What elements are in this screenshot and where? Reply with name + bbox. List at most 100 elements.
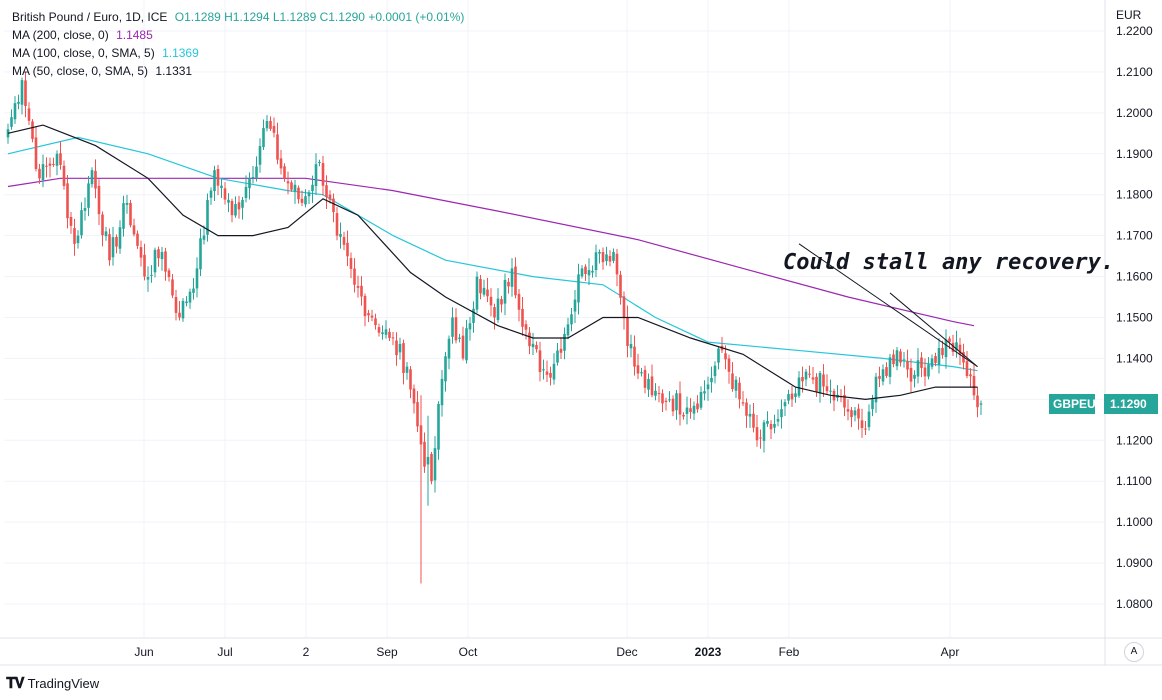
x-tick-label: Dec <box>616 645 637 659</box>
candle <box>164 247 167 281</box>
candle-body <box>139 247 143 258</box>
candle-body <box>566 324 570 336</box>
candle-body <box>801 376 804 382</box>
candle-body <box>209 190 213 198</box>
ma-100-path <box>7 136 978 372</box>
ma-50-legend[interactable]: MA (50, close, 0, SMA, 5) 1.1331 <box>12 62 464 80</box>
candle <box>829 379 832 404</box>
candle-body <box>129 202 132 226</box>
candle-body <box>353 268 356 285</box>
candle <box>409 365 412 399</box>
candle-body <box>167 270 171 278</box>
symbol-ohlc-row[interactable]: British Pound / Euro, 1D, ICE O1.1289 H1… <box>12 8 464 26</box>
candle <box>636 353 640 380</box>
candle <box>545 360 549 383</box>
candle <box>521 296 524 336</box>
candle <box>587 258 591 286</box>
candle-body <box>101 214 104 236</box>
candle-body <box>80 210 83 236</box>
candle <box>160 246 164 271</box>
candle-body <box>920 357 923 368</box>
y-tick-label: 1.0900 <box>1116 556 1153 570</box>
candle <box>444 352 447 392</box>
last-price-tag: 1.1290 <box>1104 394 1158 414</box>
candle <box>377 323 381 337</box>
candle <box>262 119 265 151</box>
candle <box>580 265 584 279</box>
candle-body <box>783 402 787 407</box>
candle <box>181 298 185 322</box>
candle <box>307 189 311 205</box>
candle-body <box>850 410 853 418</box>
candle <box>612 248 615 264</box>
candle-body <box>563 333 566 351</box>
candle-body <box>171 279 174 296</box>
candle <box>934 352 937 367</box>
candle-body <box>885 367 888 376</box>
candle-body <box>661 393 664 404</box>
chart-grid <box>0 0 1162 666</box>
candle <box>629 334 633 358</box>
candle-body <box>521 308 524 327</box>
candle-body <box>241 199 244 208</box>
candle <box>647 373 650 397</box>
candle <box>76 230 80 249</box>
candle <box>468 316 472 341</box>
candle <box>682 412 685 420</box>
candle <box>440 370 444 417</box>
candle-body <box>979 403 983 405</box>
candle-body <box>913 374 916 379</box>
candle <box>234 196 237 218</box>
candle <box>531 332 535 356</box>
candle-body <box>255 166 258 178</box>
candle <box>818 370 822 403</box>
candle-body <box>664 400 668 402</box>
candle-body <box>787 394 790 401</box>
tradingview-logo[interactable]: 𝐓𝐕 TradingView <box>6 675 99 692</box>
candle-body <box>951 342 955 352</box>
ma-100-legend[interactable]: MA (100, close, 0, SMA, 5) 1.1369 <box>12 44 464 62</box>
candle <box>52 157 55 167</box>
candle-body <box>87 183 90 208</box>
candle <box>594 244 598 278</box>
candle-body <box>468 323 472 330</box>
candle-body <box>304 196 307 205</box>
candle-body <box>34 137 38 170</box>
candle <box>332 193 335 223</box>
candle <box>349 252 353 279</box>
candle-body <box>311 184 314 192</box>
ma-200-legend[interactable]: MA (200, close, 0) 1.1485 <box>12 26 464 44</box>
candle-body <box>972 375 976 396</box>
candle-body <box>321 163 325 186</box>
open-value: O1.1289 <box>174 10 221 24</box>
candle <box>955 330 958 358</box>
candle-body <box>706 384 710 390</box>
candle-body <box>542 369 545 371</box>
candle-body <box>349 258 353 269</box>
candle <box>696 395 699 413</box>
candle-body <box>496 298 500 321</box>
candle-body <box>713 365 717 377</box>
candle <box>80 202 83 239</box>
candle <box>570 308 573 332</box>
candle-body <box>790 393 794 400</box>
candle <box>486 277 489 302</box>
candle-body <box>62 165 66 186</box>
candle-body <box>73 228 76 244</box>
x-tick-label: Feb <box>779 645 800 659</box>
candle <box>248 172 251 200</box>
candle-body <box>629 343 633 349</box>
ma-200-value: 1.1485 <box>116 28 153 42</box>
candle-body <box>829 390 832 392</box>
candle <box>279 149 283 175</box>
candle-body <box>734 379 738 391</box>
candle-body <box>377 327 381 333</box>
candle-body <box>549 372 552 378</box>
candle-body <box>514 266 517 296</box>
candle <box>346 230 349 267</box>
candle-body <box>104 231 108 237</box>
auto-scale-button[interactable]: A <box>1124 642 1144 662</box>
candle <box>815 373 818 397</box>
chart-annotation[interactable]: Could stall any recovery. <box>783 250 1115 275</box>
